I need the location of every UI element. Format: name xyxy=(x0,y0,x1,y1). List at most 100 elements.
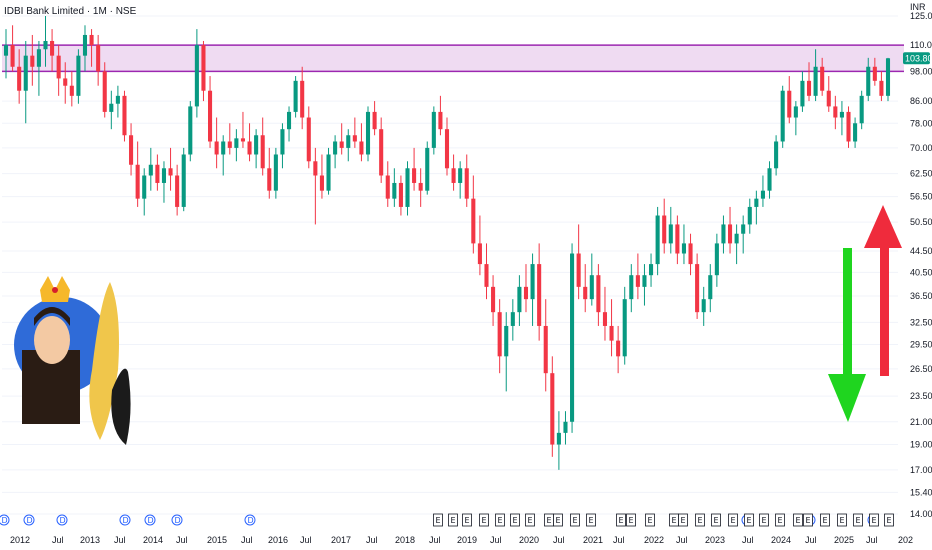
earnings-label: E xyxy=(806,516,811,525)
candle-body xyxy=(629,275,634,300)
y-tick-label: 36.50 xyxy=(910,291,932,301)
candle-body xyxy=(497,312,502,357)
candle-body xyxy=(240,138,245,142)
candle-body xyxy=(866,66,871,96)
earnings-label: E xyxy=(589,516,594,525)
candle-body xyxy=(570,253,575,422)
candle-body xyxy=(115,95,120,104)
candle-body xyxy=(372,111,377,130)
earnings-marker xyxy=(853,513,863,527)
earnings-marker xyxy=(775,513,785,527)
dividend-marker xyxy=(171,514,183,526)
earnings-label: E xyxy=(436,516,441,525)
candle-body xyxy=(10,45,15,67)
candle-body xyxy=(714,243,719,276)
candle-body xyxy=(365,111,371,155)
candle-body xyxy=(649,264,654,276)
earnings-marker xyxy=(570,513,580,527)
candle-body xyxy=(543,325,548,374)
x-tick-label: Jul xyxy=(429,535,441,545)
earnings-label: E xyxy=(747,516,752,525)
earnings-label: E xyxy=(872,516,877,525)
y-tick-label: 86.00 xyxy=(910,96,932,106)
candle-body xyxy=(774,141,779,169)
candle-body xyxy=(662,215,667,244)
candle-body xyxy=(550,373,555,445)
grid-lines xyxy=(2,15,898,515)
x-tick-label: 2023 xyxy=(705,535,725,545)
candle-body xyxy=(517,286,522,313)
candle-body xyxy=(69,85,74,96)
y-tick-label: 15.40 xyxy=(910,487,932,497)
x-tick-label: Jul xyxy=(114,535,126,545)
candle-body xyxy=(188,106,193,155)
earnings-label: E xyxy=(887,516,892,525)
candle-body xyxy=(148,164,153,176)
earnings-label: E xyxy=(648,516,653,525)
candle-body xyxy=(247,141,252,155)
x-tick-label: Jul xyxy=(676,535,688,545)
earnings-label: E xyxy=(573,516,578,525)
candle-body xyxy=(787,90,792,118)
dividend-label: D xyxy=(27,516,33,525)
y-tick-label: 44.50 xyxy=(910,246,932,256)
candle-body xyxy=(181,154,186,207)
candle-body xyxy=(155,164,160,183)
x-tick-label: Jul xyxy=(52,535,64,545)
x-tick-label: 2012 xyxy=(10,535,30,545)
candle-body xyxy=(754,198,759,207)
earnings-marker xyxy=(759,513,769,527)
candle-body xyxy=(122,95,127,136)
candle-body xyxy=(161,168,167,183)
y-tick-label: 23.50 xyxy=(910,391,932,401)
candle-body xyxy=(602,312,608,326)
candle-body xyxy=(359,141,364,155)
y-tick-label: 98.00 xyxy=(910,66,932,76)
earnings-marker xyxy=(462,513,472,527)
dividend-label: D xyxy=(148,516,154,525)
candle-body xyxy=(530,264,535,300)
candle-body xyxy=(109,103,114,112)
candle-body xyxy=(168,168,173,176)
earnings-marker xyxy=(793,513,803,527)
x-tick-label: 2013 xyxy=(80,535,100,545)
candle-body xyxy=(260,135,265,169)
candle-body xyxy=(458,168,463,183)
candle-body xyxy=(96,45,101,72)
candle-body xyxy=(50,40,55,56)
candle-body xyxy=(563,421,568,433)
candle-body xyxy=(89,34,94,46)
last-price-badge xyxy=(903,52,930,65)
candle-body xyxy=(681,243,686,254)
candle-body xyxy=(734,233,739,244)
candle-body xyxy=(826,90,831,107)
earnings-label: E xyxy=(513,516,518,525)
x-tick-label: 2018 xyxy=(395,535,415,545)
earnings-label: E xyxy=(528,516,533,525)
candles xyxy=(3,16,891,470)
candle-body xyxy=(688,243,693,265)
earnings-label: E xyxy=(556,516,561,525)
candle-body xyxy=(76,55,81,96)
earnings-marker xyxy=(744,513,754,527)
dividend-marker xyxy=(144,514,156,526)
earnings-label: E xyxy=(778,516,783,525)
dividend-label: D xyxy=(175,516,181,525)
candle-body xyxy=(142,175,147,199)
earnings-label: E xyxy=(629,516,634,525)
trend-arrows xyxy=(828,205,902,422)
earnings-marker xyxy=(495,513,505,527)
candle-body xyxy=(846,111,851,142)
candle-body xyxy=(596,275,601,313)
y-tick-label: 78.00 xyxy=(910,118,932,128)
candle-body xyxy=(701,299,706,313)
y-tick-label: 14.00 xyxy=(910,509,932,519)
candle-body xyxy=(214,141,219,155)
earnings-marker xyxy=(616,513,626,527)
earnings-marker xyxy=(479,513,489,527)
candle-body xyxy=(23,55,28,91)
earnings-label: E xyxy=(547,516,552,525)
candle-body xyxy=(813,66,818,96)
candle-body xyxy=(793,106,798,118)
